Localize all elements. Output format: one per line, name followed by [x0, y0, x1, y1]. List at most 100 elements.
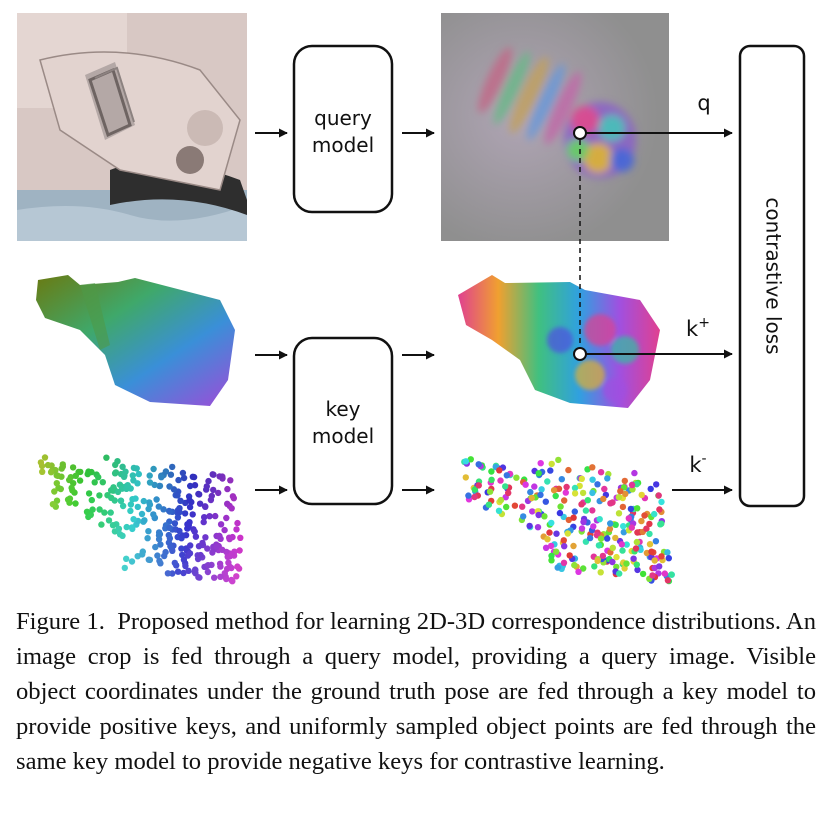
- point: [180, 569, 187, 577]
- point: [105, 517, 113, 524]
- point: [601, 485, 608, 493]
- point: [571, 508, 578, 515]
- point: [103, 454, 110, 461]
- point: [634, 505, 641, 512]
- point: [96, 506, 103, 513]
- k-negative-label: k-: [689, 451, 706, 477]
- point: [223, 575, 230, 583]
- point: [179, 469, 187, 477]
- point: [233, 573, 240, 580]
- point: [203, 483, 210, 490]
- point: [229, 578, 236, 585]
- point: [189, 511, 196, 518]
- point: [101, 509, 108, 516]
- point: [146, 501, 154, 508]
- point: [497, 496, 505, 504]
- point: [225, 559, 232, 566]
- figure-caption: Figure 1. Proposed method for learning 2…: [16, 604, 816, 779]
- positive-key-point-marker: [573, 347, 587, 361]
- key-model-box: key model: [292, 336, 394, 506]
- method-diagram: query model key model contrastive loss: [17, 13, 806, 585]
- point: [612, 521, 619, 528]
- point: [212, 512, 219, 520]
- point: [638, 517, 645, 525]
- point: [132, 495, 139, 502]
- point: [584, 466, 591, 473]
- point: [621, 477, 628, 485]
- point: [566, 552, 573, 559]
- point: [570, 514, 577, 521]
- point: [174, 492, 181, 499]
- point: [565, 466, 572, 474]
- point: [236, 547, 243, 554]
- point: [628, 481, 636, 489]
- point: [578, 501, 585, 508]
- point: [488, 476, 495, 483]
- point: [537, 491, 544, 499]
- point: [557, 503, 564, 510]
- point: [179, 532, 186, 539]
- point: [202, 534, 209, 541]
- point: [182, 562, 189, 570]
- query-model-label-line1: query: [314, 106, 372, 130]
- point: [542, 544, 550, 551]
- point: [112, 461, 119, 469]
- point: [76, 477, 84, 484]
- point: [156, 530, 163, 538]
- point: [657, 521, 664, 528]
- point: [195, 574, 202, 581]
- point: [639, 570, 647, 578]
- point: [471, 493, 478, 501]
- point: [145, 556, 152, 563]
- point: [69, 464, 77, 471]
- point: [166, 483, 173, 490]
- key-model-label-line1: key: [325, 397, 360, 421]
- point: [467, 456, 474, 463]
- point: [609, 499, 616, 506]
- point: [123, 555, 130, 562]
- point: [121, 564, 128, 572]
- point: [145, 528, 152, 535]
- point: [604, 475, 611, 482]
- point: [228, 551, 236, 558]
- point: [191, 528, 198, 535]
- point: [647, 485, 654, 493]
- point: [565, 516, 572, 524]
- point: [39, 468, 46, 475]
- point: [646, 541, 654, 548]
- point: [146, 479, 154, 486]
- point: [109, 522, 117, 529]
- point: [648, 548, 655, 555]
- point: [195, 490, 202, 498]
- point: [656, 506, 663, 513]
- point: [633, 538, 641, 546]
- point: [580, 565, 587, 572]
- point: [620, 523, 627, 530]
- k-positive-label: k+: [686, 315, 710, 341]
- point: [227, 477, 234, 484]
- point: [200, 518, 207, 526]
- point: [72, 500, 79, 507]
- q-label: q: [697, 91, 710, 115]
- point: [537, 460, 544, 467]
- point: [633, 561, 640, 568]
- point: [600, 495, 607, 503]
- point: [620, 529, 627, 536]
- point: [156, 557, 163, 565]
- point: [178, 545, 185, 552]
- point: [538, 486, 545, 493]
- point: [594, 481, 601, 488]
- point: [563, 483, 570, 491]
- point: [597, 469, 605, 476]
- point: [154, 552, 161, 559]
- point: [653, 481, 660, 488]
- point: [192, 533, 200, 540]
- point: [475, 482, 482, 489]
- point: [575, 568, 582, 575]
- point: [166, 524, 173, 531]
- point: [495, 507, 503, 514]
- point: [157, 541, 164, 548]
- point: [150, 465, 157, 473]
- point: [219, 546, 226, 553]
- point: [134, 503, 141, 511]
